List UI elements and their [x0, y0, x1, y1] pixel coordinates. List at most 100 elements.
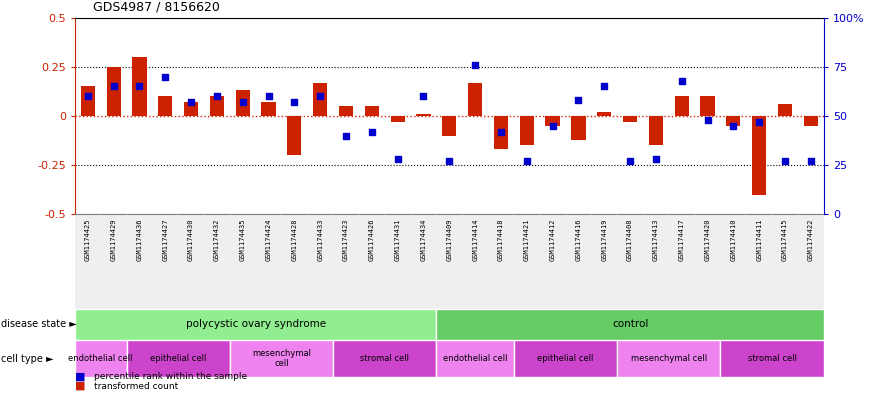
Bar — [313, 83, 328, 116]
Text: disease state ►: disease state ► — [1, 319, 77, 329]
Bar — [184, 102, 198, 116]
Text: GSM1174428: GSM1174428 — [292, 219, 298, 261]
Bar — [255, 214, 281, 309]
Point — [107, 83, 121, 90]
Text: GSM1174433: GSM1174433 — [317, 219, 323, 261]
Bar — [178, 214, 204, 309]
Point — [520, 158, 534, 164]
Text: GSM1174435: GSM1174435 — [240, 219, 246, 261]
Bar — [540, 214, 566, 309]
Bar — [798, 214, 824, 309]
Bar — [411, 214, 436, 309]
Text: stromal cell: stromal cell — [360, 354, 410, 363]
Bar — [721, 340, 824, 377]
Bar — [648, 116, 663, 145]
Bar — [75, 309, 436, 340]
Point — [597, 83, 611, 90]
Point — [132, 83, 146, 90]
Bar — [204, 214, 230, 309]
Text: stromal cell: stromal cell — [748, 354, 796, 363]
Bar — [597, 112, 611, 116]
Text: GSM1174410: GSM1174410 — [730, 219, 737, 261]
Bar — [618, 214, 643, 309]
Bar — [803, 116, 818, 126]
Point — [159, 73, 173, 80]
Text: GSM1174411: GSM1174411 — [756, 219, 762, 261]
Point — [675, 77, 689, 84]
Bar — [287, 116, 301, 155]
Bar — [778, 104, 792, 116]
Bar — [359, 214, 385, 309]
Bar — [385, 214, 411, 309]
Bar — [488, 214, 514, 309]
Text: GSM1174419: GSM1174419 — [601, 219, 607, 261]
Text: cell type ►: cell type ► — [1, 354, 54, 364]
Bar — [618, 340, 721, 377]
Text: percentile rank within the sample: percentile rank within the sample — [94, 372, 248, 381]
Text: GSM1174414: GSM1174414 — [472, 219, 478, 261]
Bar — [694, 214, 721, 309]
Bar — [132, 57, 146, 116]
Text: GSM1174420: GSM1174420 — [705, 219, 711, 261]
Bar — [442, 116, 456, 136]
Bar — [623, 116, 637, 122]
Text: GSM1174409: GSM1174409 — [447, 219, 452, 261]
Text: GDS4987 / 8156620: GDS4987 / 8156620 — [93, 1, 219, 14]
Bar — [390, 116, 404, 122]
Bar — [772, 214, 798, 309]
Bar — [75, 340, 127, 377]
Point — [210, 93, 224, 99]
Point — [81, 93, 95, 99]
Text: epithelial cell: epithelial cell — [150, 354, 206, 363]
Text: GSM1174422: GSM1174422 — [808, 219, 814, 261]
Bar — [262, 102, 276, 116]
Bar — [468, 83, 482, 116]
Bar — [514, 214, 540, 309]
Point — [236, 99, 250, 105]
Text: endothelial cell: endothelial cell — [443, 354, 507, 363]
Text: GSM1174427: GSM1174427 — [162, 219, 168, 261]
Bar — [75, 214, 100, 309]
Bar — [127, 214, 152, 309]
Bar — [520, 116, 534, 145]
Bar — [81, 86, 95, 116]
Text: GSM1174413: GSM1174413 — [653, 219, 659, 261]
Bar — [127, 340, 230, 377]
Bar — [152, 214, 178, 309]
Point — [778, 158, 792, 164]
Bar — [281, 214, 307, 309]
Text: mesenchymal cell: mesenchymal cell — [631, 354, 707, 363]
Bar — [436, 214, 463, 309]
Point — [442, 158, 456, 164]
Point — [726, 123, 740, 129]
Bar — [107, 67, 121, 116]
Bar — [230, 214, 255, 309]
Text: polycystic ovary syndrome: polycystic ovary syndrome — [186, 319, 326, 329]
Bar — [545, 116, 559, 126]
Text: GSM1174417: GSM1174417 — [678, 219, 685, 261]
Bar — [417, 114, 431, 116]
Point — [313, 93, 327, 99]
Point — [648, 156, 663, 162]
Bar — [339, 106, 353, 116]
Bar — [463, 214, 488, 309]
Bar — [494, 116, 508, 149]
Text: GSM1174436: GSM1174436 — [137, 219, 143, 261]
Bar — [571, 116, 586, 140]
Text: GSM1174430: GSM1174430 — [188, 219, 194, 261]
Text: ■: ■ — [75, 381, 85, 391]
Point — [287, 99, 301, 105]
Bar — [159, 96, 173, 116]
Point — [623, 158, 637, 164]
Text: GSM1174423: GSM1174423 — [343, 219, 349, 261]
Point — [752, 119, 766, 125]
Bar — [365, 106, 379, 116]
Point — [545, 123, 559, 129]
Point — [417, 93, 431, 99]
Bar — [436, 309, 824, 340]
Text: GSM1174434: GSM1174434 — [420, 219, 426, 261]
Bar — [514, 340, 618, 377]
Point — [803, 158, 818, 164]
Bar — [721, 214, 746, 309]
Text: GSM1174418: GSM1174418 — [498, 219, 504, 261]
